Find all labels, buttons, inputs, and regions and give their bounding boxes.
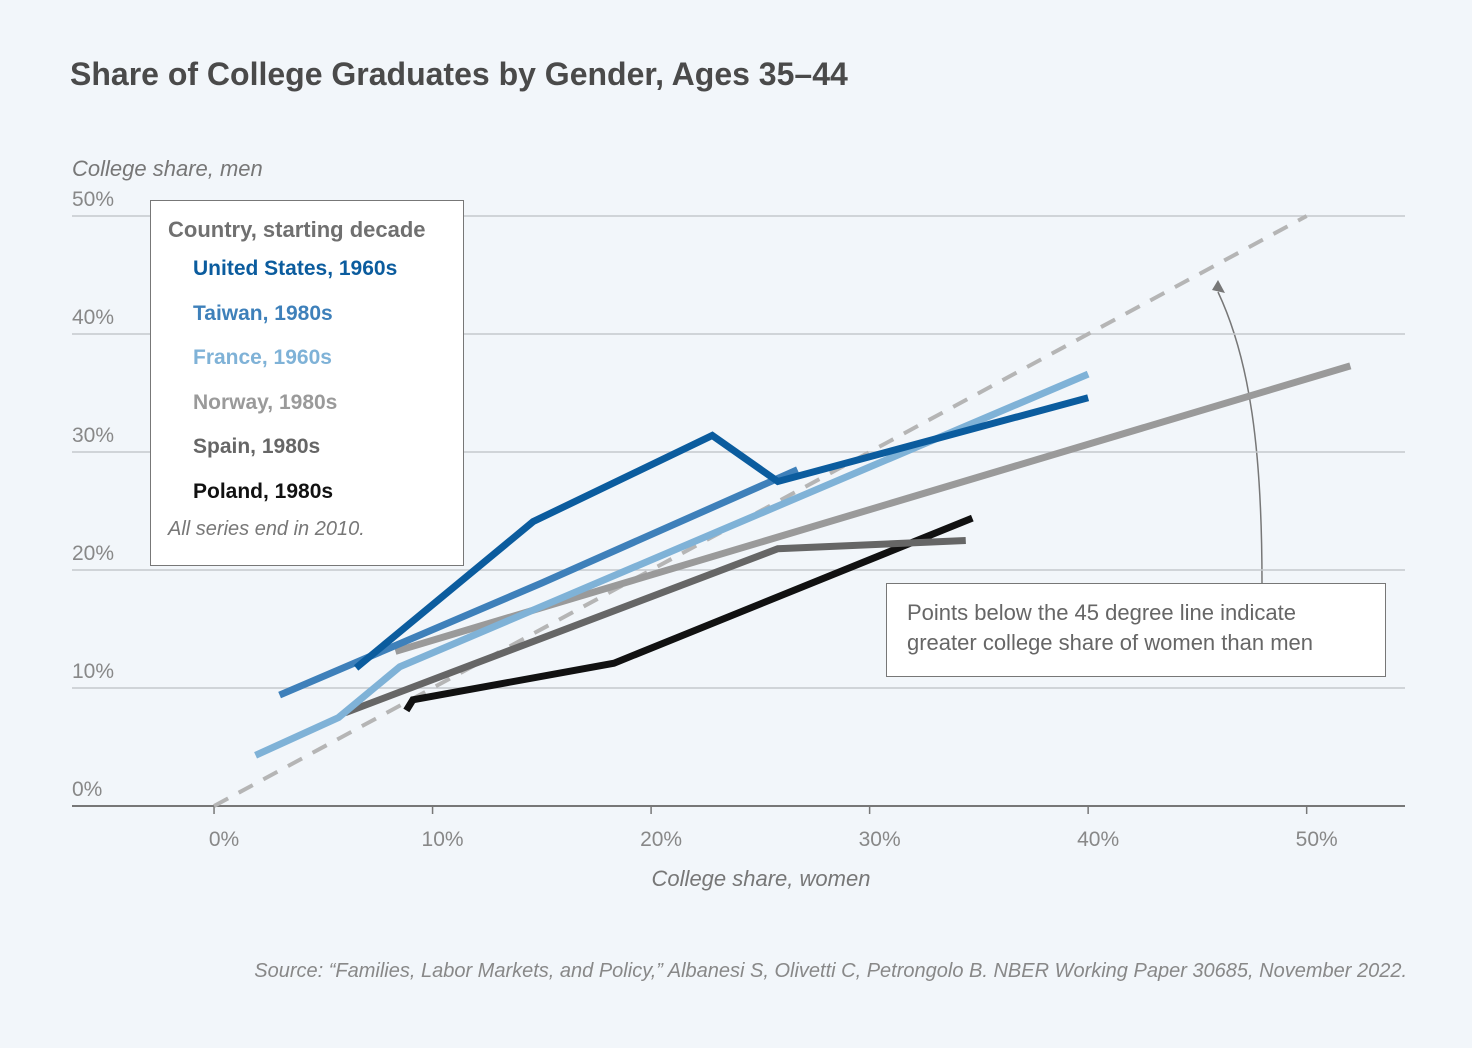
legend-entry: Norway, 1980s <box>193 390 338 414</box>
series-line <box>343 537 966 717</box>
legend: Country, starting decade United States, … <box>150 200 464 566</box>
x-tick-label: 40% <box>1077 828 1119 851</box>
legend-entry: France, 1960s <box>193 346 332 369</box>
x-axis-label: College share, women <box>651 866 871 891</box>
y-tick-label: 0% <box>72 778 102 801</box>
legend-entry: United States, 1960s <box>193 257 398 280</box>
x-tick-label: 0% <box>209 828 239 851</box>
y-tick-label: 20% <box>72 542 114 565</box>
x-tick-label: 20% <box>640 828 682 851</box>
annotation: Points below the 45 degree line indicate… <box>886 583 1386 677</box>
x-tick-label: 30% <box>859 828 901 851</box>
legend-title: Country, starting decade <box>168 217 426 242</box>
series-line <box>254 370 1090 759</box>
y-tick-label: 40% <box>72 306 114 329</box>
legend-note: All series end in 2010. <box>168 518 365 540</box>
y-axis-label: College share, men <box>72 156 263 181</box>
y-tick-label: 50% <box>72 188 114 211</box>
source: Source: “Families, Labor Markets, and Po… <box>254 960 1407 982</box>
x-tick-label: 50% <box>1296 828 1338 851</box>
legend-entry: Taiwan, 1980s <box>193 301 333 325</box>
annotation-arrow <box>1217 291 1263 584</box>
series-line <box>353 394 1090 671</box>
y-tick-label: 10% <box>72 660 114 683</box>
chart-title: Share of College Graduates by Gender, Ag… <box>70 56 848 92</box>
arrow-head <box>1212 280 1225 293</box>
legend-entry: Poland, 1980s <box>193 479 334 503</box>
series-line <box>403 514 974 713</box>
x-tick-label: 10% <box>422 828 464 851</box>
y-tick-label: 30% <box>72 424 114 447</box>
legend-entry: Spain, 1980s <box>193 435 321 458</box>
